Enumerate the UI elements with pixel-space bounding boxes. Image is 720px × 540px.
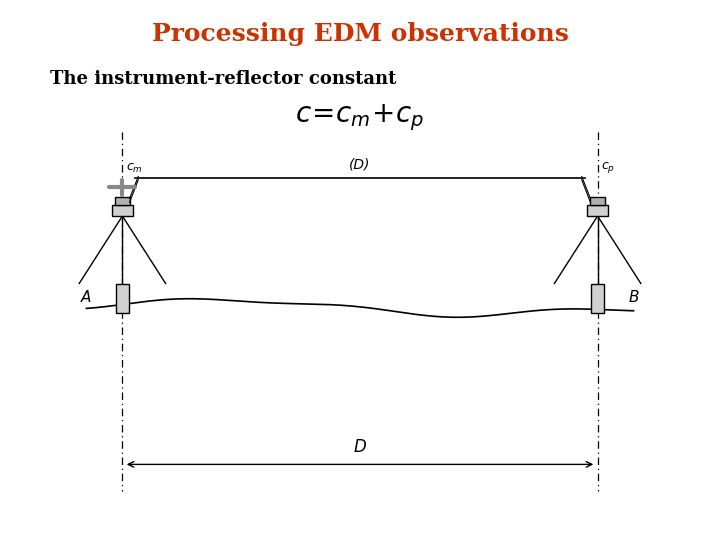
Bar	[112, 205, 133, 216]
Text: B: B	[629, 289, 639, 305]
Text: Processing EDM observations: Processing EDM observations	[152, 22, 568, 45]
Bar	[116, 284, 129, 313]
Text: The instrument-reflector constant: The instrument-reflector constant	[50, 70, 397, 88]
Bar	[115, 197, 130, 205]
Text: (D): (D)	[349, 158, 371, 172]
Bar	[587, 205, 608, 216]
Text: D: D	[354, 438, 366, 456]
Bar	[590, 197, 605, 205]
Text: A: A	[81, 289, 91, 305]
Text: $c_m$: $c_m$	[126, 163, 143, 176]
Bar	[591, 284, 604, 313]
Text: $c_p$: $c_p$	[601, 160, 615, 176]
Text: $c\!=\!c_m\!+\!c_p$: $c\!=\!c_m\!+\!c_p$	[295, 103, 425, 133]
